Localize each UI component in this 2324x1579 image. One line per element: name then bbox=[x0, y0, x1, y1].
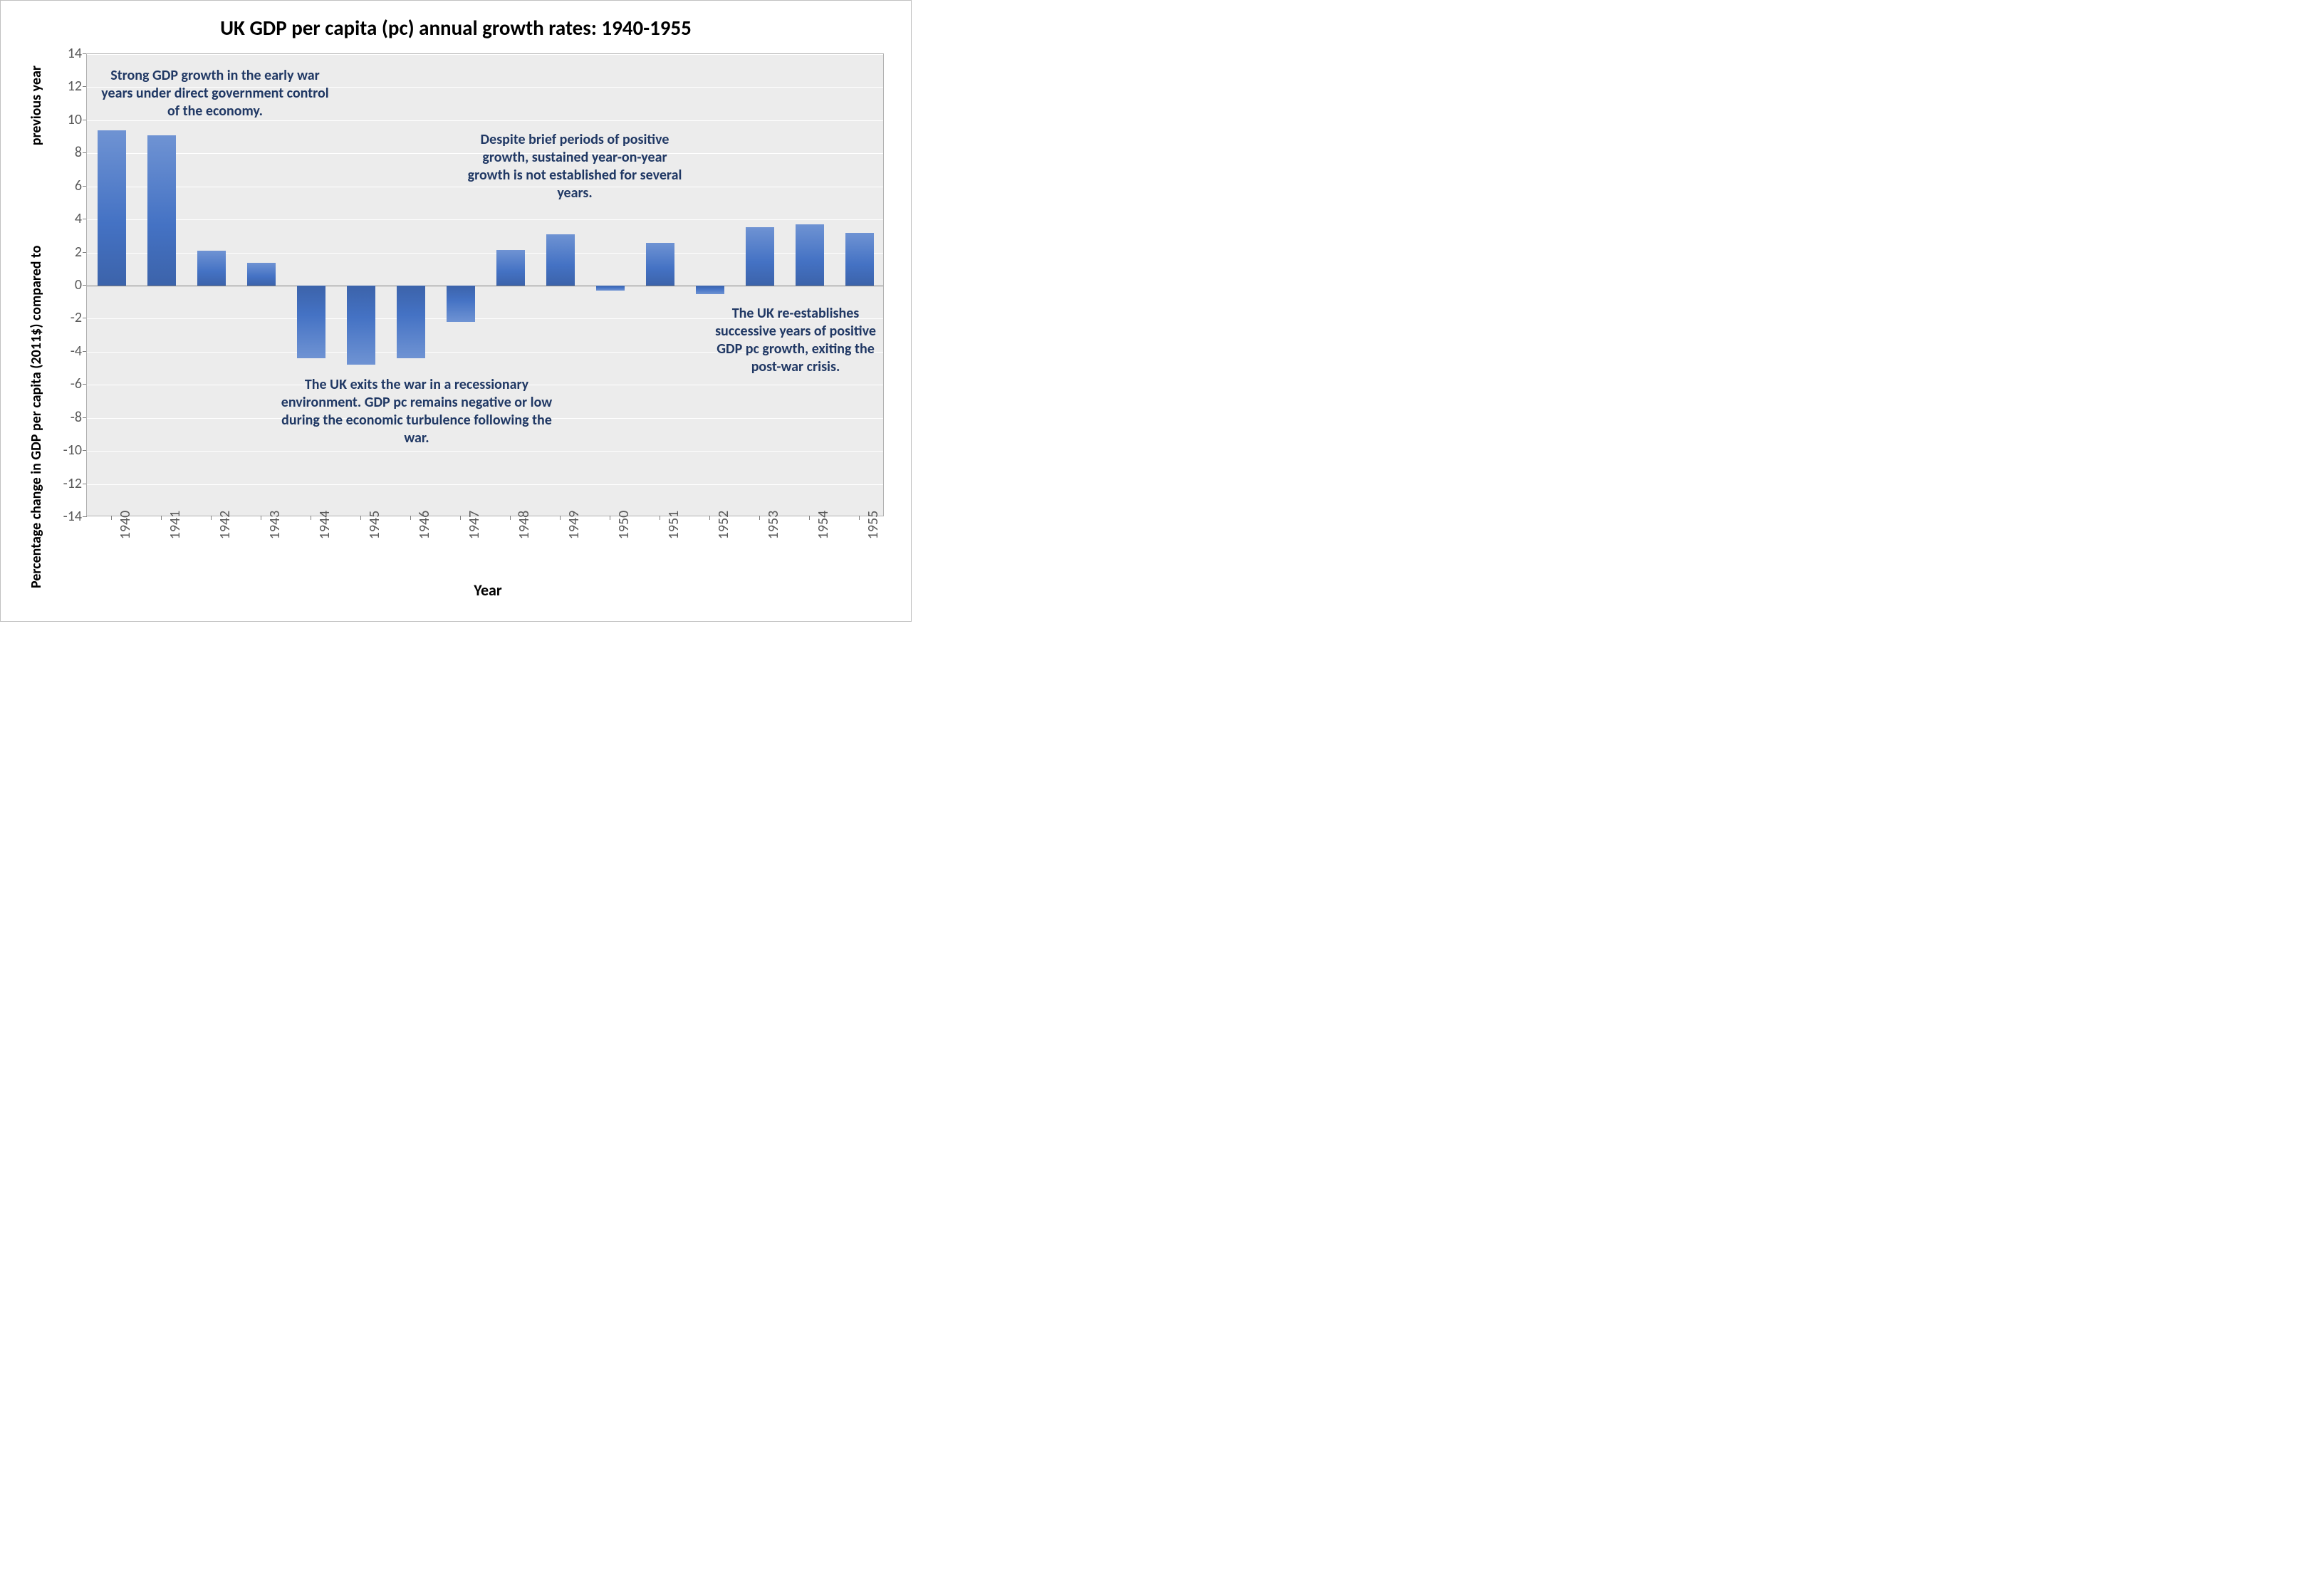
chart-container: UK GDP per capita (pc) annual growth rat… bbox=[0, 0, 912, 622]
x-tick-labels: 1940194119421943194419451946194719481949… bbox=[86, 516, 884, 580]
x-tick-label: 1949 bbox=[566, 511, 583, 540]
bar bbox=[596, 286, 625, 291]
y-tick-label: -8 bbox=[71, 409, 82, 426]
bar bbox=[147, 135, 177, 286]
bar bbox=[796, 224, 825, 286]
bar bbox=[297, 286, 326, 358]
x-tick-label: 1954 bbox=[815, 511, 832, 540]
gridline bbox=[87, 451, 883, 452]
y-tick-label: 4 bbox=[75, 210, 82, 227]
x-tick-label: 1955 bbox=[865, 511, 882, 540]
chart-title: UK GDP per capita (pc) annual growth rat… bbox=[22, 15, 890, 41]
y-tick-label: 0 bbox=[75, 276, 82, 293]
ann-mid: Despite brief periods of positive growth… bbox=[464, 131, 685, 202]
bar bbox=[347, 286, 376, 365]
y-tick-label: -2 bbox=[71, 309, 82, 326]
x-tick-label: 1945 bbox=[366, 511, 383, 540]
x-axis-label: Year bbox=[86, 580, 890, 600]
x-tick-label: 1943 bbox=[266, 511, 283, 540]
x-tick-label: 1941 bbox=[167, 511, 184, 540]
x-tick-label: 1940 bbox=[117, 511, 134, 540]
ann-post-war-crisis: The UK exits the war in a recessionary e… bbox=[271, 376, 563, 447]
x-tick-mark bbox=[211, 516, 212, 520]
bar bbox=[397, 286, 426, 358]
y-tick-label: 2 bbox=[75, 244, 82, 261]
y-tick-label: -6 bbox=[71, 375, 82, 392]
bar bbox=[546, 234, 575, 286]
ann-early-war: Strong GDP growth in the early war years… bbox=[101, 67, 329, 120]
x-tick-mark bbox=[460, 516, 461, 520]
y-tick-label: 14 bbox=[68, 45, 82, 62]
x-tick-mark bbox=[859, 516, 860, 520]
bar bbox=[845, 233, 875, 286]
x-tick-label: 1942 bbox=[217, 511, 234, 540]
x-tick-mark bbox=[759, 516, 760, 520]
bar bbox=[646, 243, 675, 286]
x-tick-label: 1952 bbox=[715, 511, 732, 540]
x-tick-mark bbox=[111, 516, 112, 520]
y-tick-label: -4 bbox=[71, 343, 82, 360]
x-tick-mark bbox=[809, 516, 810, 520]
ann-recovery: The UK re-establishes successive years o… bbox=[707, 305, 884, 376]
x-tick-mark bbox=[709, 516, 710, 520]
x-tick-mark bbox=[410, 516, 411, 520]
y-tick-label: 10 bbox=[68, 111, 82, 128]
y-axis-label: Percentage change in GDP per capita (201… bbox=[28, 66, 45, 588]
bar bbox=[746, 227, 775, 286]
bar bbox=[247, 263, 276, 286]
x-tick-label: 1953 bbox=[765, 511, 782, 540]
chart-body: Percentage change in GDP per capita (201… bbox=[22, 53, 890, 600]
y-tick-label: 6 bbox=[75, 177, 82, 194]
plot-column: Strong GDP growth in the early war years… bbox=[86, 53, 890, 600]
y-tick-label: -12 bbox=[63, 475, 82, 492]
gridline bbox=[87, 54, 883, 55]
x-tick-label: 1947 bbox=[466, 511, 483, 540]
y-tick-label: 8 bbox=[75, 144, 82, 161]
gridline bbox=[87, 484, 883, 485]
y-tick-labels: -14-12-10-8-6-4-202468101214 bbox=[51, 53, 86, 516]
bar bbox=[447, 286, 476, 322]
y-axis-label-column: Percentage change in GDP per capita (201… bbox=[22, 53, 51, 600]
plot-area: Strong GDP growth in the early war years… bbox=[86, 53, 884, 516]
bar bbox=[496, 250, 526, 286]
y-tick-label: -10 bbox=[63, 442, 82, 459]
x-tick-label: 1948 bbox=[516, 511, 533, 540]
bar bbox=[197, 251, 226, 286]
x-tick-label: 1951 bbox=[665, 511, 682, 540]
x-tick-mark bbox=[510, 516, 511, 520]
gridline bbox=[87, 219, 883, 220]
bar bbox=[696, 286, 725, 294]
x-tick-mark bbox=[161, 516, 162, 520]
x-tick-mark bbox=[360, 516, 361, 520]
y-tick-label: 12 bbox=[68, 78, 82, 95]
y-tick-label: -14 bbox=[63, 508, 82, 525]
x-tick-label: 1950 bbox=[615, 511, 632, 540]
x-tick-label: 1944 bbox=[316, 511, 333, 540]
x-tick-label: 1946 bbox=[416, 511, 433, 540]
x-tick-mark bbox=[560, 516, 561, 520]
bar bbox=[98, 130, 127, 286]
